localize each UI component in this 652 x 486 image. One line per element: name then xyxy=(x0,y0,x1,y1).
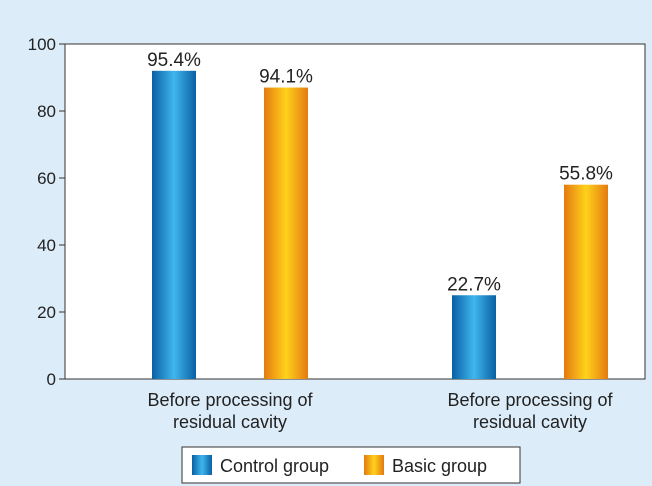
y-tick-label: 60 xyxy=(37,169,56,188)
y-tick-label: 0 xyxy=(47,370,56,389)
data-labels: 95.4% 94.1% 22.7% 55.8% xyxy=(147,50,613,295)
legend-swatch-basic xyxy=(364,455,384,475)
bar-basic-group xyxy=(264,87,308,380)
y-axis: 0 20 40 60 80 100 xyxy=(28,35,646,389)
y-tick-label: 20 xyxy=(37,303,56,322)
legend-label: Basic group xyxy=(392,456,487,476)
bars xyxy=(152,70,608,380)
x-category-label: Before processing of residual cavity xyxy=(447,390,613,432)
data-label: 94.1% xyxy=(259,67,313,88)
bar-basic-group xyxy=(564,184,608,379)
legend-box xyxy=(181,446,521,484)
data-label: 55.8% xyxy=(559,164,613,185)
x-axis: Before processing of residual cavity Befor… xyxy=(147,390,613,432)
x-category-label: Before processing of residual cavity xyxy=(147,390,313,432)
legend: Control group Basic group xyxy=(181,446,521,484)
bar-control-group xyxy=(452,295,496,379)
data-label: 95.4% xyxy=(147,50,201,71)
legend-swatch-control xyxy=(192,455,212,475)
y-tick-label: 80 xyxy=(37,102,56,121)
legend-label: Control group xyxy=(220,456,329,476)
data-label: 22.7% xyxy=(447,274,501,295)
y-tick-label: 40 xyxy=(37,236,56,255)
bar-control-group xyxy=(152,70,196,380)
y-tick-label: 100 xyxy=(28,35,56,54)
